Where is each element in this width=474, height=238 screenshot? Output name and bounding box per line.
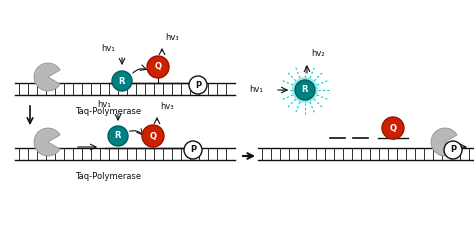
- Circle shape: [382, 117, 404, 139]
- Text: hv₁: hv₁: [101, 44, 115, 53]
- Text: P: P: [450, 145, 456, 154]
- Wedge shape: [34, 63, 60, 91]
- Text: hv₃: hv₃: [160, 102, 174, 111]
- Wedge shape: [34, 128, 60, 156]
- Circle shape: [292, 77, 318, 103]
- Circle shape: [444, 141, 462, 159]
- Text: hv₃: hv₃: [165, 33, 179, 42]
- Circle shape: [184, 141, 202, 159]
- Wedge shape: [431, 128, 457, 156]
- Text: hv₁: hv₁: [97, 100, 111, 109]
- Text: Taq-Polymerase: Taq-Polymerase: [75, 172, 141, 181]
- Circle shape: [112, 71, 132, 91]
- Text: Q: Q: [149, 132, 156, 140]
- Text: Q: Q: [155, 63, 162, 71]
- Text: P: P: [190, 145, 196, 154]
- Circle shape: [108, 126, 128, 146]
- Text: R: R: [115, 132, 121, 140]
- Text: R: R: [302, 85, 308, 94]
- Text: P: P: [195, 80, 201, 89]
- Text: hv₂: hv₂: [311, 49, 325, 58]
- Text: R: R: [119, 76, 125, 85]
- Text: Taq-Polymerase: Taq-Polymerase: [75, 107, 141, 116]
- Circle shape: [189, 76, 207, 94]
- Circle shape: [147, 56, 169, 78]
- Text: Q: Q: [390, 124, 396, 133]
- Circle shape: [142, 125, 164, 147]
- Text: hv₁: hv₁: [249, 85, 263, 94]
- Circle shape: [295, 80, 315, 100]
